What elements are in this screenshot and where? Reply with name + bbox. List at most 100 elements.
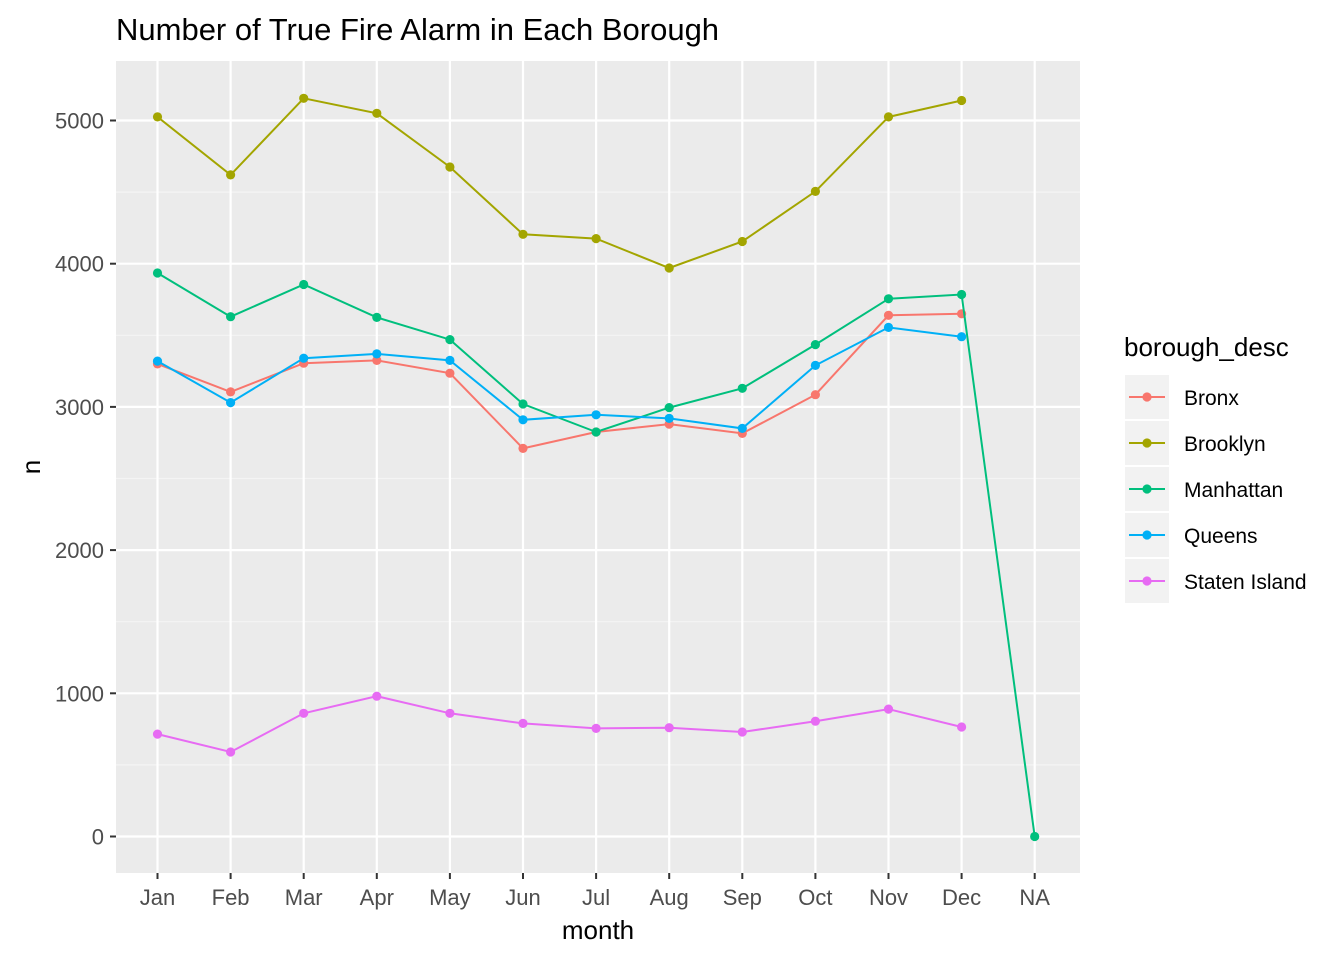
data-point	[883, 704, 894, 714]
x-tick-label: Mar	[285, 885, 323, 910]
data-point	[152, 112, 163, 122]
data-point	[518, 399, 528, 409]
x-tick-label: Sep	[723, 885, 762, 910]
data-point	[299, 93, 309, 103]
data-point	[152, 729, 163, 739]
x-tick-label: Aug	[650, 885, 689, 910]
data-point	[957, 722, 967, 732]
data-point	[664, 403, 674, 413]
data-point	[591, 427, 601, 437]
y-axis-title: n	[16, 460, 46, 474]
x-axis-title: month	[562, 915, 634, 945]
data-point	[883, 112, 894, 122]
x-axis: Jan Feb Mar Apr May Jun Jul Aug Sep Oct Nov Dec NA	[140, 873, 1050, 910]
data-point	[737, 236, 747, 247]
legend-item: Staten Island	[1125, 559, 1307, 603]
data-point	[445, 355, 455, 365]
data-point	[518, 415, 528, 425]
data-point	[372, 691, 382, 701]
data-point	[226, 170, 236, 180]
series-manhattan	[152, 268, 1040, 842]
series-line	[157, 695, 962, 754]
legend-item: Bronx	[1125, 375, 1239, 419]
x-tick-label: Nov	[869, 885, 908, 910]
data-point	[518, 229, 528, 239]
legend-label: Manhattan	[1184, 479, 1283, 502]
data-point	[445, 335, 455, 345]
data-point	[226, 387, 236, 397]
series-line	[156, 97, 962, 270]
x-tick-label: Oct	[798, 885, 832, 910]
data-point	[591, 410, 601, 420]
series-line	[157, 312, 962, 450]
data-point	[372, 312, 382, 322]
series-staten-island	[152, 691, 967, 757]
legend-label: Brooklyn	[1184, 433, 1266, 456]
data-point	[372, 355, 382, 365]
legend: borough_desc Bronx Brooklyn Manhattan Queen…	[1124, 332, 1307, 603]
data-point	[591, 723, 601, 734]
data-point	[445, 368, 455, 378]
data-point	[810, 716, 821, 726]
data-point	[664, 263, 674, 273]
legend-key-point	[1142, 438, 1152, 448]
data-point	[445, 708, 455, 718]
data-point	[664, 723, 674, 733]
data-point	[591, 234, 601, 244]
legend-label: Bronx	[1184, 387, 1239, 410]
data-point	[372, 349, 382, 359]
x-tick-label: Dec	[942, 885, 981, 910]
y-tick-label: 1000	[55, 681, 104, 706]
series-line	[157, 326, 962, 430]
series-brooklyn	[152, 93, 967, 273]
plot-panel	[116, 61, 1080, 873]
legend-key-point	[1142, 392, 1152, 402]
grid-major	[116, 61, 1080, 873]
data-point	[810, 360, 821, 370]
data-point	[152, 356, 163, 366]
data-point	[152, 268, 163, 278]
legend-title: borough_desc	[1124, 332, 1289, 362]
data-point	[810, 186, 821, 196]
grid-minor	[116, 191, 1080, 766]
data-point	[518, 718, 528, 729]
data-point	[810, 340, 821, 350]
legend-item: Manhattan	[1125, 467, 1283, 511]
data-point	[445, 162, 455, 172]
data-point	[957, 95, 967, 106]
data-point	[737, 383, 747, 393]
data-point	[664, 413, 674, 423]
legend-item: Brooklyn	[1125, 421, 1266, 465]
x-tick-label: Feb	[212, 885, 250, 910]
legend-key-point	[1142, 484, 1152, 494]
data-point	[883, 322, 894, 332]
data-point	[810, 390, 821, 400]
x-tick-label: NA	[1019, 885, 1050, 910]
y-tick-label: 2000	[55, 538, 104, 563]
data-point	[226, 747, 236, 757]
x-tick-label: Jul	[582, 885, 610, 910]
data-point	[957, 332, 967, 342]
data-point	[883, 310, 894, 320]
chart-title: Number of True Fire Alarm in Each Boroug…	[116, 12, 719, 47]
series-queens	[152, 322, 967, 433]
data-point	[737, 423, 747, 433]
x-tick-label: May	[429, 885, 471, 910]
y-axis: 0 1000 2000 3000 4000 5000	[55, 109, 116, 850]
y-tick-label: 0	[92, 825, 104, 850]
series-layer	[152, 93, 1040, 842]
data-point	[299, 279, 309, 290]
y-tick-label: 5000	[55, 109, 104, 134]
x-tick-label: Apr	[360, 885, 394, 910]
data-point	[299, 708, 309, 718]
data-point	[372, 108, 382, 118]
y-tick-label: 3000	[55, 395, 104, 420]
legend-label: Queens	[1184, 525, 1258, 548]
y-tick-label: 4000	[55, 252, 104, 277]
x-tick-label: Jun	[505, 885, 540, 910]
data-point	[883, 294, 894, 304]
data-point	[737, 727, 747, 737]
data-point	[299, 353, 309, 363]
data-point	[1030, 831, 1040, 842]
